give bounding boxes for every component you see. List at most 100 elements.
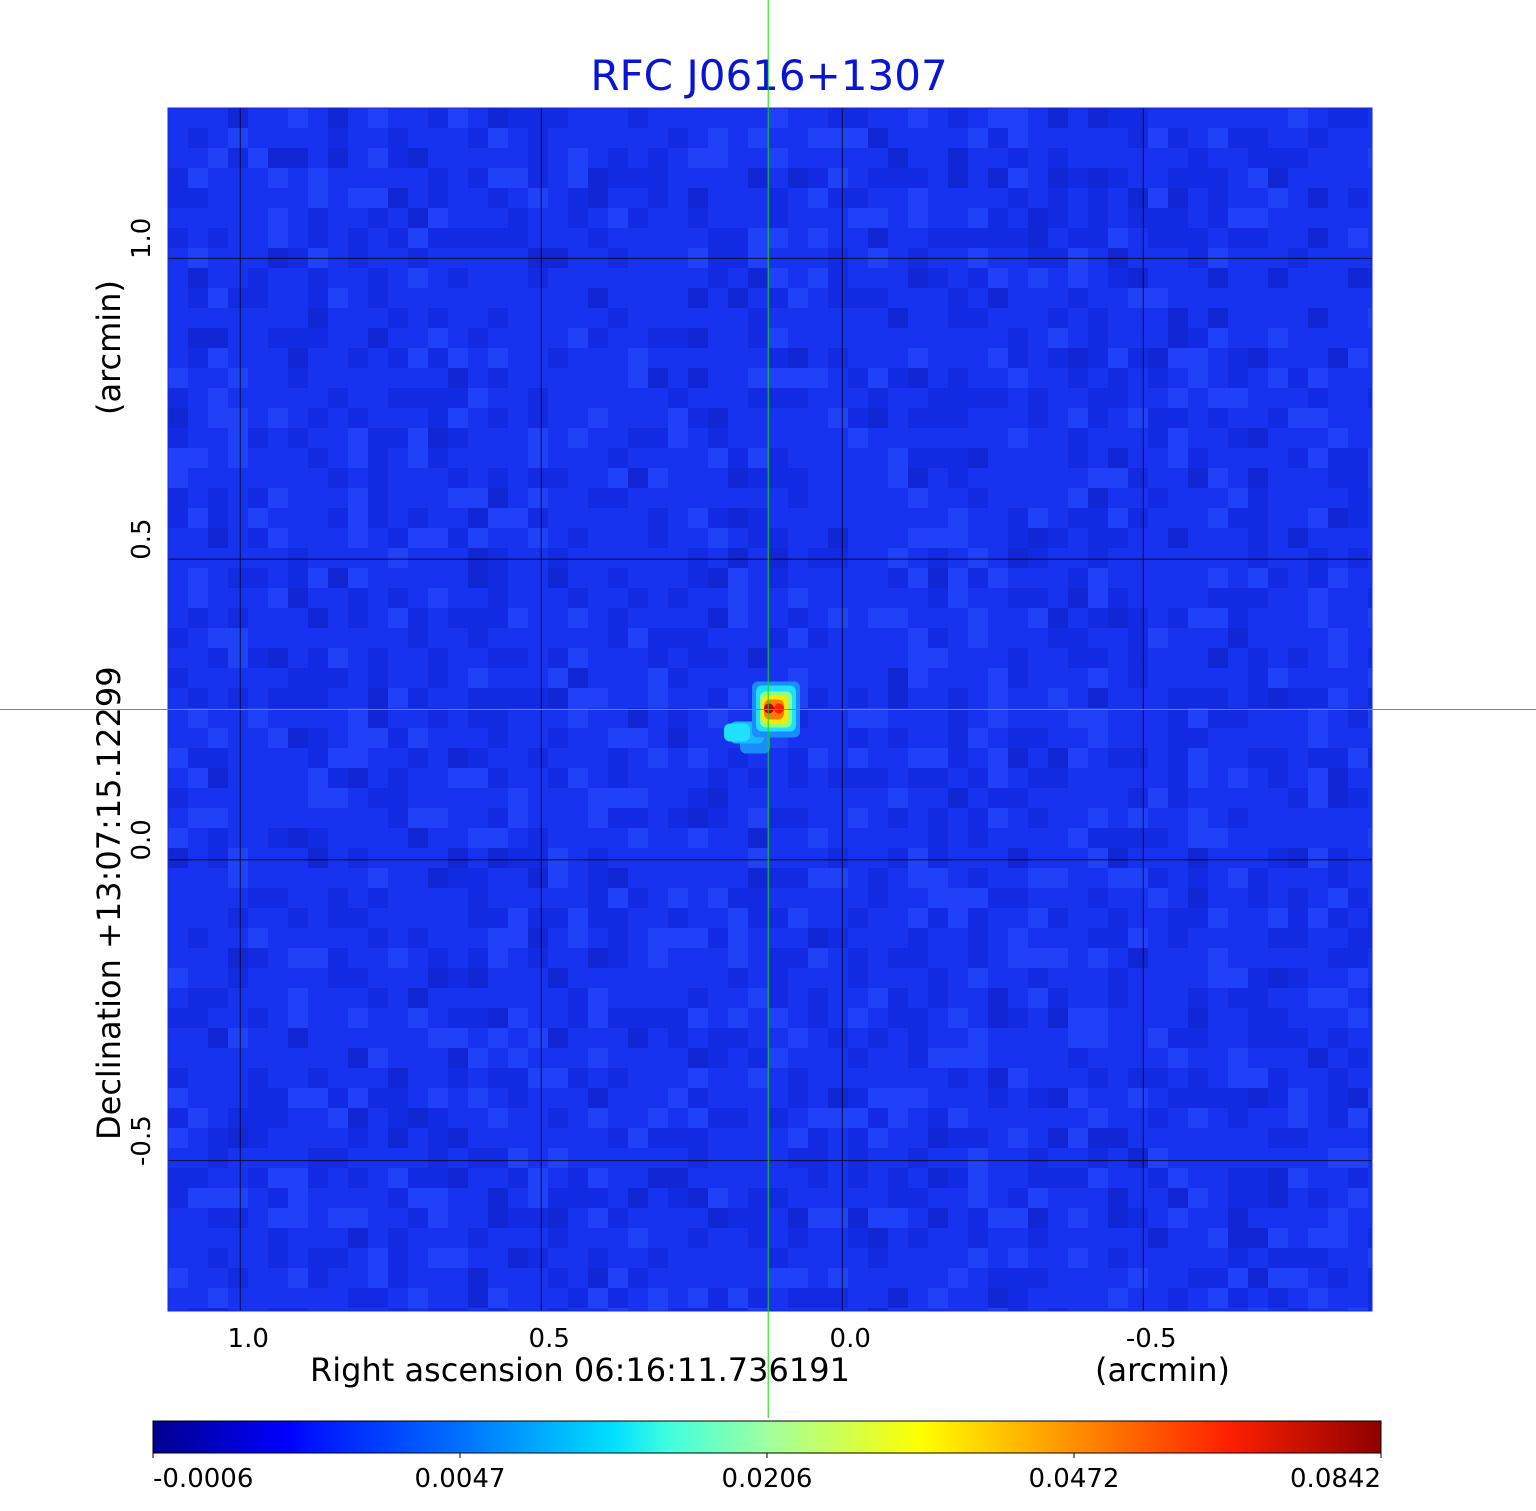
chart-title: RFC J0616+1307 <box>590 51 947 100</box>
noise-cell <box>408 748 428 768</box>
noise-cell <box>508 688 528 708</box>
noise-cell <box>1088 188 1108 208</box>
noise-cell <box>288 1028 308 1048</box>
noise-cell <box>368 508 388 528</box>
noise-cell <box>208 348 228 368</box>
noise-cell <box>1368 1308 1372 1311</box>
noise-cell <box>1268 1008 1288 1028</box>
noise-cell <box>928 988 948 1008</box>
noise-cell <box>768 328 788 348</box>
noise-cell <box>488 828 508 848</box>
noise-cell <box>568 1068 588 1088</box>
noise-cell <box>1008 188 1028 208</box>
noise-cell <box>668 1088 688 1108</box>
noise-cell <box>528 108 548 128</box>
noise-cell <box>988 988 1008 1008</box>
noise-cell <box>448 868 468 888</box>
noise-cell <box>368 288 388 308</box>
noise-cell <box>728 928 748 948</box>
noise-cell <box>308 828 328 848</box>
noise-cell <box>1248 528 1268 548</box>
noise-cell <box>588 1168 608 1188</box>
noise-cell <box>1108 348 1128 368</box>
noise-cell <box>788 1208 808 1228</box>
noise-cell <box>1088 548 1108 568</box>
noise-cell <box>828 868 848 888</box>
noise-cell <box>968 308 988 328</box>
noise-cell <box>348 728 368 748</box>
noise-cell <box>628 628 648 648</box>
noise-cell <box>1168 308 1188 328</box>
noise-cell <box>748 168 768 188</box>
noise-cell <box>1288 1168 1308 1188</box>
noise-cell <box>408 688 428 708</box>
noise-cell <box>508 1088 528 1108</box>
noise-cell <box>708 1048 728 1068</box>
noise-cell <box>1188 168 1208 188</box>
noise-cell <box>368 1248 388 1268</box>
noise-cell <box>488 1148 508 1168</box>
noise-cell <box>1208 208 1228 228</box>
noise-cell <box>1108 1128 1128 1148</box>
noise-cell <box>1208 1228 1228 1248</box>
noise-cell <box>708 1208 728 1228</box>
noise-cell <box>1148 1068 1168 1088</box>
noise-cell <box>328 1208 348 1228</box>
noise-cell <box>1228 968 1248 988</box>
noise-cell <box>1068 1048 1088 1068</box>
noise-cell <box>788 388 808 408</box>
noise-cell <box>368 928 388 948</box>
noise-cell <box>1148 828 1168 848</box>
noise-cell <box>608 488 628 508</box>
noise-cell <box>628 1188 648 1208</box>
noise-cell <box>828 108 848 128</box>
noise-cell <box>1308 1188 1328 1208</box>
noise-cell <box>988 288 1008 308</box>
noise-cell <box>828 1088 848 1108</box>
noise-cell <box>288 1268 308 1288</box>
noise-cell <box>248 148 268 168</box>
noise-cell <box>428 808 448 828</box>
noise-cell <box>768 1248 788 1268</box>
noise-cell <box>708 508 728 528</box>
noise-cell <box>428 648 448 668</box>
noise-cell <box>768 388 788 408</box>
noise-cell <box>1088 888 1108 908</box>
noise-cell <box>428 668 448 688</box>
noise-cell <box>928 1168 948 1188</box>
noise-cell <box>1208 908 1228 928</box>
noise-cell <box>368 1048 388 1068</box>
noise-cell <box>848 1088 868 1108</box>
noise-cell <box>1368 908 1372 928</box>
noise-cell <box>1228 1088 1248 1108</box>
noise-cell <box>728 1208 748 1228</box>
noise-cell <box>468 828 488 848</box>
noise-cell <box>728 288 748 308</box>
noise-cell <box>1228 508 1248 528</box>
noise-cell <box>348 408 368 428</box>
noise-cell <box>1248 1188 1268 1208</box>
noise-cell <box>428 1148 448 1168</box>
noise-cell <box>608 308 628 328</box>
noise-cell <box>908 408 928 428</box>
noise-cell <box>188 268 208 288</box>
noise-cell <box>348 1048 368 1068</box>
noise-cell <box>588 1048 608 1068</box>
noise-cell <box>368 788 388 808</box>
noise-cell <box>1088 388 1108 408</box>
noise-cell <box>1148 188 1168 208</box>
noise-cell <box>368 468 388 488</box>
noise-cell <box>488 1308 508 1311</box>
noise-cell <box>1008 788 1028 808</box>
noise-cell <box>168 748 188 768</box>
noise-cell <box>928 548 948 568</box>
noise-cell <box>1148 488 1168 508</box>
noise-cell <box>328 568 348 588</box>
noise-cell <box>928 568 948 588</box>
noise-cell <box>708 928 728 948</box>
noise-cell <box>208 528 228 548</box>
noise-cell <box>1028 1088 1048 1108</box>
noise-cell <box>888 468 908 488</box>
noise-cell <box>988 1208 1008 1228</box>
noise-cell <box>1348 948 1368 968</box>
